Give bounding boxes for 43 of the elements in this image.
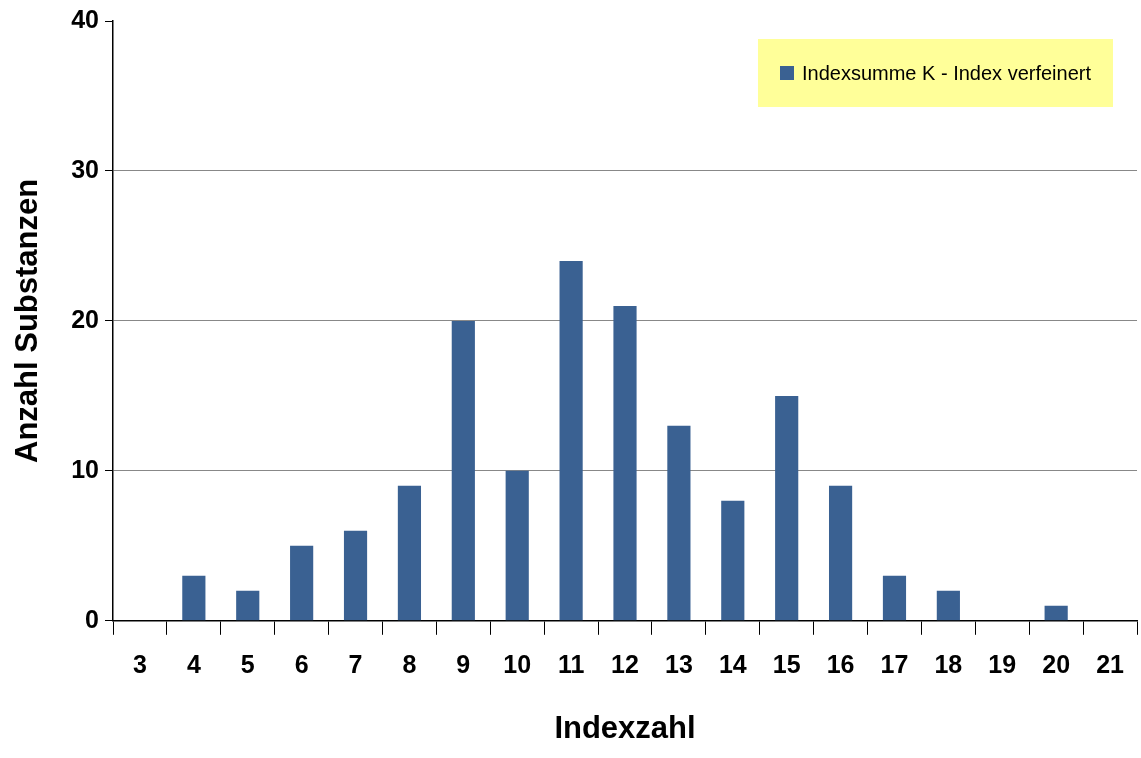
legend-label: Indexsumme K - Index verfeinert [801,61,1092,84]
bar [397,485,422,621]
x-tick-label: 12 [611,649,639,678]
x-tick-label: 14 [718,649,747,678]
y-tick-label: 20 [71,304,100,333]
bar [451,320,475,621]
bar [936,590,960,621]
x-tick-label: 21 [1096,649,1125,678]
x-tick-label: 9 [456,649,471,678]
bar [721,500,745,621]
x-tick-label: 3 [133,649,147,678]
x-tick-label: 17 [880,649,909,678]
x-tick-label: 20 [1042,649,1071,678]
y-axis-title: Anzahl Substanzen [9,178,45,463]
bar [1044,605,1068,621]
bar [343,530,368,621]
x-tick-label: 13 [664,649,693,678]
x-tick-label: 6 [294,649,309,678]
bar [290,545,314,621]
x-tick-label: 16 [826,649,855,678]
y-tick-label: 40 [71,4,100,33]
y-tick-label: 10 [71,454,100,483]
x-tick-label: 4 [186,649,201,678]
x-tick-label: 7 [348,649,363,678]
x-axis-title: Indexzahl [554,709,696,745]
bar [613,305,637,621]
x-tick-label: 10 [503,649,532,678]
x-tick-label: 11 [557,649,585,678]
x-tick-label: 15 [772,649,801,678]
y-tick-label: 0 [85,604,100,633]
x-tick-label: 8 [402,649,417,678]
x-tick-label: 5 [240,649,255,678]
bar [505,470,529,621]
bar [882,575,907,621]
bar [182,575,206,621]
bar [775,395,799,621]
bar [236,590,260,621]
bar [559,260,583,621]
bar [828,485,853,621]
y-tick-label: 30 [71,154,100,183]
x-tick-label: 18 [934,649,963,678]
bar [667,425,691,621]
x-tick-label: 19 [988,649,1017,678]
